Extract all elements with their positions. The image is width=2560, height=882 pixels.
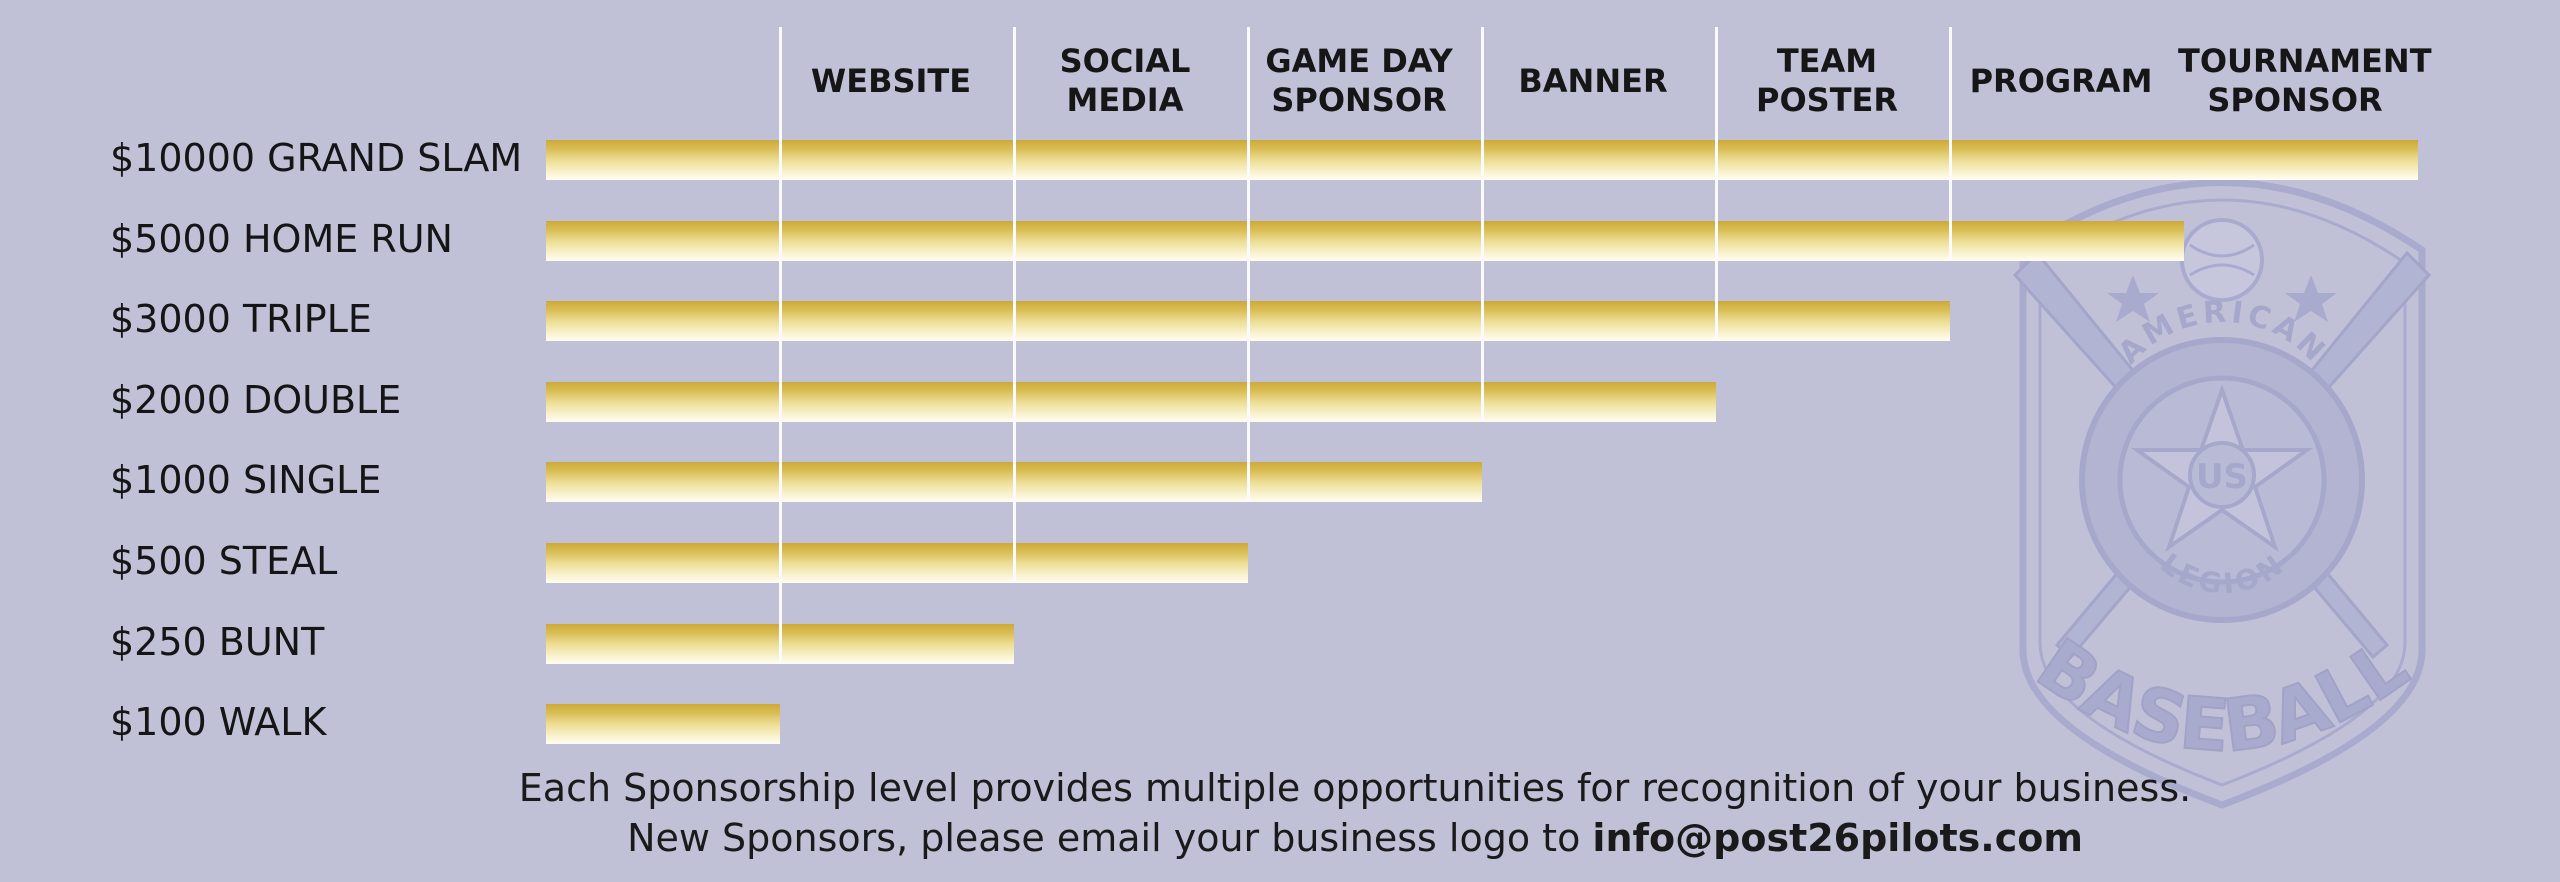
contact-email-link[interactable]: info@post26pilots.com [1592, 816, 2083, 860]
column-divider [1714, 27, 1718, 342]
column-divider [1012, 27, 1016, 583]
column-header: TEAM POSTER [1755, 42, 1899, 119]
footer-contact-text: New Sponsors, please email your business… [627, 816, 1593, 860]
column-divider [1480, 27, 1484, 422]
tier-label: $1000 SINGLE [110, 458, 382, 503]
tier-label: $3000 TRIPLE [110, 297, 372, 342]
footer-contact: New Sponsors, please email your business… [0, 816, 2560, 860]
column-header: BANNER [1518, 62, 1668, 100]
tier-label: $2000 DOUBLE [110, 377, 402, 422]
column-divider [1246, 27, 1250, 503]
column-header: SOCIAL MEDIA [1059, 42, 1191, 119]
tier-label: $500 STEAL [110, 539, 338, 583]
column-header: WEBSITE [810, 62, 972, 100]
american-legion-baseball-logo-icon: US AMERICAN LEGION BASEBALL [2012, 179, 2432, 809]
footer-note: Each Sponsorship level provides multiple… [518, 766, 2192, 810]
column-header: GAME DAY SPONSOR [1265, 42, 1453, 119]
column-header: TOURNAMENT SPONSOR [2178, 42, 2432, 119]
tier-label: $250 BUNT [110, 619, 325, 664]
column-divider [1948, 27, 1952, 261]
tier-label: $10000 GRAND SLAM [110, 136, 523, 180]
sponsor-bar [546, 220, 2184, 261]
column-divider [778, 27, 782, 664]
tier-label: $100 WALK [110, 700, 327, 745]
sponsor-bar [546, 543, 1248, 583]
column-header: PROGRAM [1969, 62, 2153, 100]
sponsor-bar [546, 381, 1716, 422]
logo-banner-text: BASEBALL [2023, 622, 2423, 768]
logo-center-text: US [2196, 457, 2248, 497]
tier-label: $5000 HOME RUN [110, 216, 453, 261]
sponsor-bar [546, 704, 780, 745]
